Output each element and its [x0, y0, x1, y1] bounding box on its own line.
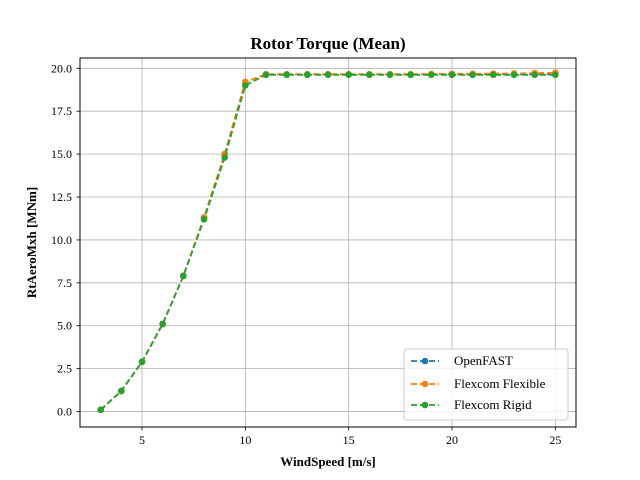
x-axis-label: WindSpeed [m/s]: [280, 454, 375, 469]
data-point-flexcom-rigid: [386, 71, 394, 79]
y-tick-label: 20.0: [51, 61, 72, 75]
data-point-flexcom-rigid: [138, 358, 146, 366]
chart-title: Rotor Torque (Mean): [250, 34, 405, 53]
data-point-flexcom-rigid: [469, 71, 476, 79]
data-point-flexcom-rigid: [428, 71, 435, 79]
data-point-flexcom-rigid: [118, 387, 125, 395]
data-point-flexcom-rigid: [552, 71, 559, 79]
data-point-flexcom-rigid: [221, 154, 228, 161]
y-tick-label: 5.0: [57, 319, 72, 333]
y-tick-label: 15.0: [51, 147, 72, 161]
data-point-flexcom-rigid: [262, 71, 270, 79]
data-point-flexcom-rigid: [510, 71, 518, 79]
data-point-flexcom-rigid: [366, 71, 373, 79]
data-point-flexcom-rigid: [159, 320, 166, 328]
legend-entry-flexcom-flexible: Flexcom Flexible: [411, 376, 546, 391]
plot-frame: [79, 57, 577, 428]
legend-swatch-marker: [421, 401, 429, 409]
y-tick-label: 0.0: [57, 405, 72, 419]
data-point-flexcom-rigid: [200, 216, 208, 223]
data-point-flexcom-rigid: [345, 71, 352, 79]
data-point-flexcom-rigid: [180, 272, 187, 280]
x-tick-label: 25: [549, 433, 561, 447]
data-point-flexcom-rigid: [448, 71, 456, 79]
legend-swatch-marker: [421, 380, 429, 388]
data-point-flexcom-rigid: [490, 71, 497, 79]
legend-label-openfast: OpenFAST: [454, 353, 513, 368]
x-tick-label: 15: [343, 433, 355, 447]
y-tick-label: 17.5: [51, 104, 72, 118]
y-axis-label: RtAeroMxh [MNm]: [24, 187, 39, 298]
legend-box: [403, 348, 569, 421]
legend-label-flexcom-flexible: Flexcom Flexible: [454, 376, 546, 391]
y-tick-label: 7.5: [57, 276, 72, 290]
legend-swatch-marker: [421, 357, 429, 365]
data-point-flexcom-rigid: [531, 71, 538, 79]
legend-entry-openfast: OpenFAST: [411, 353, 513, 368]
legend: OpenFAST Flexcom Flexible Flexcom Rigid: [403, 348, 569, 421]
data-point-flexcom-rigid: [304, 71, 311, 79]
x-tick-label: 5: [139, 433, 145, 447]
x-tick-label: 20: [446, 433, 458, 447]
series-flexcom-rigid: [97, 71, 559, 414]
y-tick-label: 2.5: [57, 362, 72, 376]
y-tick-label: 10.0: [51, 233, 72, 247]
data-point-flexcom-rigid: [283, 71, 290, 79]
legend-entry-flexcom-rigid: Flexcom Rigid: [411, 397, 532, 412]
data-point-flexcom-rigid: [324, 71, 332, 79]
plot-series: [97, 69, 559, 414]
legend-label-flexcom-rigid: Flexcom Rigid: [454, 397, 532, 412]
y-tick-label: 12.5: [51, 190, 72, 204]
x-tick-label: 10: [239, 433, 251, 447]
data-point-flexcom-rigid: [97, 406, 104, 414]
data-point-flexcom-rigid: [407, 71, 414, 79]
axis-ticks: 5 10 15 20 25 0.0 2.5 5.0 7.5 10.0 12.5 15.0 17.5 20.…: [51, 61, 561, 447]
data-point-flexcom-rigid: [242, 82, 249, 89]
